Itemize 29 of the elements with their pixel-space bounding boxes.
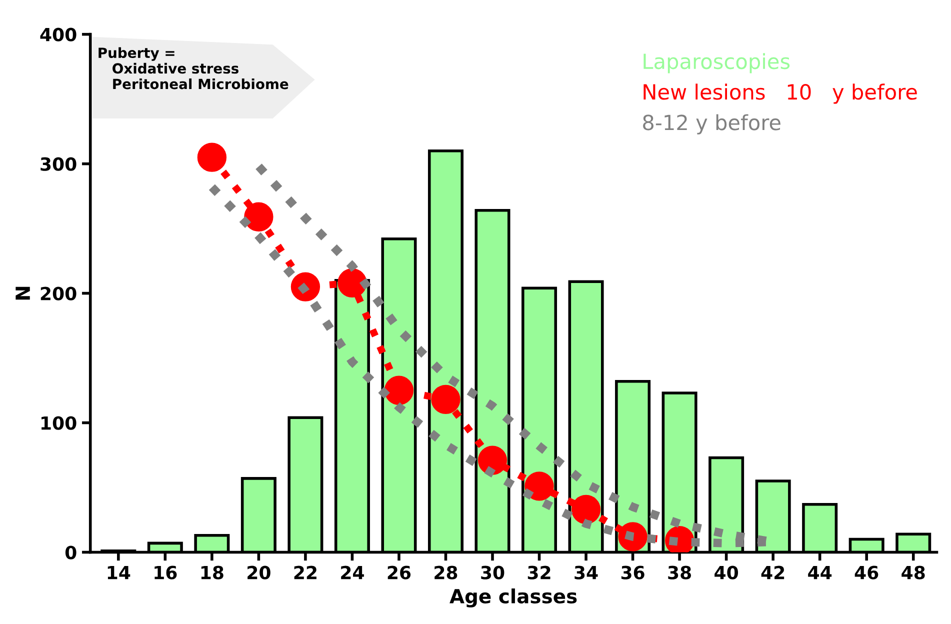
x-tick-label: 28 [434, 566, 458, 580]
y-tick-label: 0 [65, 546, 76, 560]
x-tick-label: 24 [341, 566, 364, 580]
x-tick-label: 32 [528, 566, 550, 580]
text: Laparoscopies [644, 53, 790, 74]
x-tick-label: 16 [154, 566, 177, 580]
x-tick-label: 18 [201, 566, 224, 580]
x-tick-label: 44 [808, 566, 832, 580]
x-tick-label: 36 [621, 566, 644, 580]
annotation: Puberty = Oxidative stress Peritoneal Microbiome [98, 47, 288, 90]
x-tick-label: 48 [902, 566, 925, 580]
x-tick-label: 46 [854, 566, 878, 580]
x-tick-label: 30 [481, 566, 504, 580]
x-tick-label: 34 [574, 566, 598, 580]
text: New lesions 10 y before [644, 84, 917, 104]
y-tick-label: 300 [40, 157, 76, 171]
x-axis-title: Age classes [450, 588, 577, 608]
y-tick-label: 100 [42, 416, 76, 430]
y-tick-label: 200 [40, 286, 76, 300]
y-tick-label: 400 [40, 28, 76, 42]
x-tick-label: 40 [714, 566, 738, 580]
text: 8-12 y before [643, 114, 780, 134]
x-tick-label: 14 [108, 566, 130, 580]
x-tick-label: 38 [668, 566, 691, 580]
x-tick-label: 20 [248, 566, 270, 580]
x-tick-label: 22 [294, 566, 316, 580]
x-tick-label: 42 [761, 566, 784, 580]
x-tick-label: 26 [388, 566, 411, 580]
y-axis-title: N [16, 286, 30, 300]
